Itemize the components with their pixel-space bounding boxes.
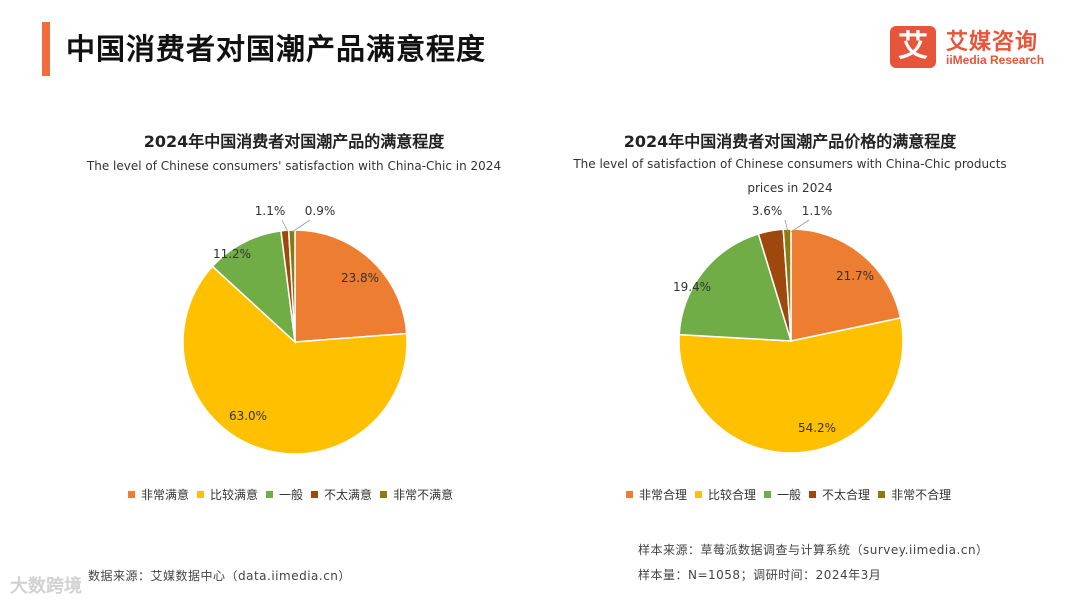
legend-label: 一般 — [777, 488, 802, 502]
legend-swatch — [380, 491, 388, 498]
legend-swatch — [197, 491, 205, 498]
legend-item: 非常不满意 — [380, 486, 453, 503]
legend-label: 非常满意 — [141, 488, 190, 502]
legend-label: 不太合理 — [822, 488, 871, 502]
data-source-note: 数据来源：艾媒数据中心（data.iimedia.cn） — [88, 569, 351, 583]
sample-size-note: 样本量：N=1058；调研时间：2024年3月 — [638, 568, 882, 582]
data-label-5: 1.1% — [802, 204, 833, 218]
legend-label: 非常合理 — [639, 488, 688, 502]
legend-item: 一般 — [764, 486, 801, 503]
data-label-3: 19.4% — [673, 280, 711, 294]
pie-slice-2 — [182, 265, 408, 455]
legend-swatch — [764, 491, 772, 498]
page-title: 中国消费者对国潮产品满意程度 — [66, 32, 487, 66]
chart-2-legend: 非常合理 比较合理 一般 不太合理 非常不合理 — [626, 486, 959, 503]
pie-slice-1 — [294, 229, 408, 343]
logo-english-name: iiMedia Research — [946, 53, 1045, 67]
legend-label: 比较合理 — [708, 488, 757, 502]
data-label-1: 21.7% — [836, 269, 874, 283]
chart-2-pie: 21.7% 54.2% 19.4% 3.6% 1.1% — [673, 204, 904, 454]
legend-label: 比较满意 — [210, 488, 259, 502]
pie-slice-1 — [790, 228, 902, 342]
pie-slice-2 — [678, 317, 904, 454]
legend-item: 比较满意 — [197, 486, 258, 503]
legend-item: 非常满意 — [128, 486, 189, 503]
chart-2-subtitle: The level of satisfaction of Chinese con… — [573, 157, 1007, 195]
legend-label: 非常不合理 — [891, 488, 952, 502]
pie-slice-3 — [211, 230, 297, 344]
chart-1-title: 2024年中国消费者对国潮产品的满意程度 — [143, 132, 445, 151]
leader-line-1 — [784, 219, 789, 233]
data-label-4: 1.1% — [255, 204, 286, 218]
legend-item: 不太满意 — [311, 486, 372, 503]
legend-swatch — [626, 491, 633, 498]
data-label-2: 54.2% — [798, 421, 836, 435]
legend-label: 一般 — [279, 488, 304, 502]
chart-1-subtitle: The level of Chinese consumers' satisfac… — [86, 159, 502, 173]
legend-item: 非常合理 — [626, 486, 687, 503]
legend-swatch — [311, 491, 319, 498]
legend-swatch — [878, 491, 886, 498]
data-label-5: 0.9% — [305, 204, 336, 218]
chart-1-pie: 23.8% 63.0% 11.2% 1.1% 0.9% — [182, 204, 408, 455]
leader-line-2 — [790, 219, 810, 233]
chart-2-title: 2024年中国消费者对国潮产品价格的满意程度 — [623, 132, 957, 151]
watermark: 大数跨境 — [10, 576, 82, 597]
data-label-4: 3.6% — [752, 204, 783, 218]
logo-chinese-name: 艾媒咨询 — [946, 30, 1039, 55]
legend-swatch — [809, 491, 817, 498]
data-label-3: 11.2% — [213, 247, 251, 261]
legend-label: 不太满意 — [324, 488, 373, 502]
legend-label: 非常不满意 — [393, 488, 454, 502]
leader-line-1 — [281, 219, 289, 233]
legend-item: 比较合理 — [695, 486, 756, 503]
sample-source-note: 样本来源：草莓派数据调查与计算系统（survey.iimedia.cn） — [638, 543, 989, 557]
legend-swatch — [128, 491, 135, 498]
pie-slice-3 — [678, 232, 793, 342]
title-accent-bar — [42, 22, 50, 76]
legend-swatch — [266, 491, 274, 498]
legend-item: 非常不合理 — [878, 486, 951, 503]
data-label-2: 63.0% — [229, 409, 267, 423]
leader-line-2 — [291, 219, 311, 233]
legend-swatch — [695, 491, 703, 498]
iimedia-logo: 艾 艾媒咨询 iiMedia Research — [890, 26, 1060, 72]
legend-item: 不太合理 — [809, 486, 870, 503]
legend-item: 一般 — [266, 486, 303, 503]
data-label-1: 23.8% — [341, 271, 379, 285]
logo-mark: 艾 — [890, 26, 936, 68]
chart-1-legend: 非常满意 比较满意 一般 不太满意 非常不满意 — [128, 486, 461, 503]
